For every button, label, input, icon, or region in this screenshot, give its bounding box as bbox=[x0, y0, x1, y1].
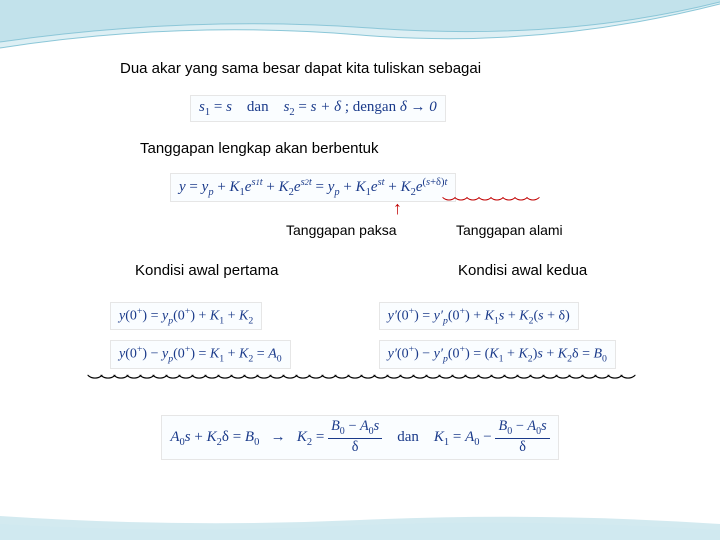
natural-response-brace-icon: ︶︶︶︶︶︶︶︶ bbox=[442, 194, 538, 214]
slide-content: Dua akar yang sama besar dapat kita tuli… bbox=[0, 60, 720, 460]
final-equation-row: A0s + K2δ = B0 → K2 = B0 − A0sδ dan K1 =… bbox=[50, 399, 670, 460]
right-column: y′(0+) = y′p(0+) + K1s + K2(s + δ) y′(0+… bbox=[365, 292, 670, 369]
combining-brace-icon: ︶︶︶︶︶︶︶︶︶︶︶︶︶︶︶︶︶︶︶︶︶︶︶︶︶︶︶︶︶︶︶︶︶︶︶︶︶︶︶︶… bbox=[50, 369, 670, 393]
eq-a0: y(0+) − yp(0+) = K1 + K2 = A0 bbox=[110, 340, 291, 368]
left-column: y(0+) = yp(0+) + K1 + K2 y(0+) − yp(0+) … bbox=[50, 292, 365, 369]
equation-response: y = yp + K1es1t + K2es2t = yp + K1est + … bbox=[170, 173, 456, 202]
eq-final: A0s + K2δ = B0 → K2 = B0 − A0sδ dan K1 =… bbox=[161, 415, 558, 460]
forced-response-label: Tanggapan paksa bbox=[286, 222, 397, 238]
conditions-row: Kondisi awal pertama Kondisi awal kedua bbox=[50, 262, 670, 282]
slide-bottom-decoration bbox=[0, 510, 720, 540]
eq-y0: y(0+) = yp(0+) + K1 + K2 bbox=[110, 302, 262, 330]
natural-response-label: Tanggapan alami bbox=[456, 222, 563, 238]
first-initial-condition-label: Kondisi awal pertama bbox=[135, 262, 278, 279]
forced-response-arrow-icon: ↑ bbox=[393, 198, 402, 219]
annotation-row: ↑ ︶︶︶︶︶︶︶︶ Tanggapan paksa Tanggapan ala… bbox=[50, 204, 670, 244]
equations-columns: y(0+) = yp(0+) + K1 + K2 y(0+) − yp(0+) … bbox=[50, 292, 670, 369]
heading-2: Tanggapan lengkap akan berbentuk bbox=[140, 140, 670, 157]
eq-yprime0: y′(0+) = y′p(0+) + K1s + K2(s + δ) bbox=[379, 302, 579, 330]
eq-b0: y′(0+) − y′p(0+) = (K1 + K2)s + K2δ = B0 bbox=[379, 340, 616, 368]
heading-1: Dua akar yang sama besar dapat kita tuli… bbox=[120, 60, 670, 77]
second-initial-condition-label: Kondisi awal kedua bbox=[458, 262, 587, 279]
equation-roots: s1 = s dan s2 = s + δ ; dengan δ → 0 bbox=[190, 95, 446, 122]
